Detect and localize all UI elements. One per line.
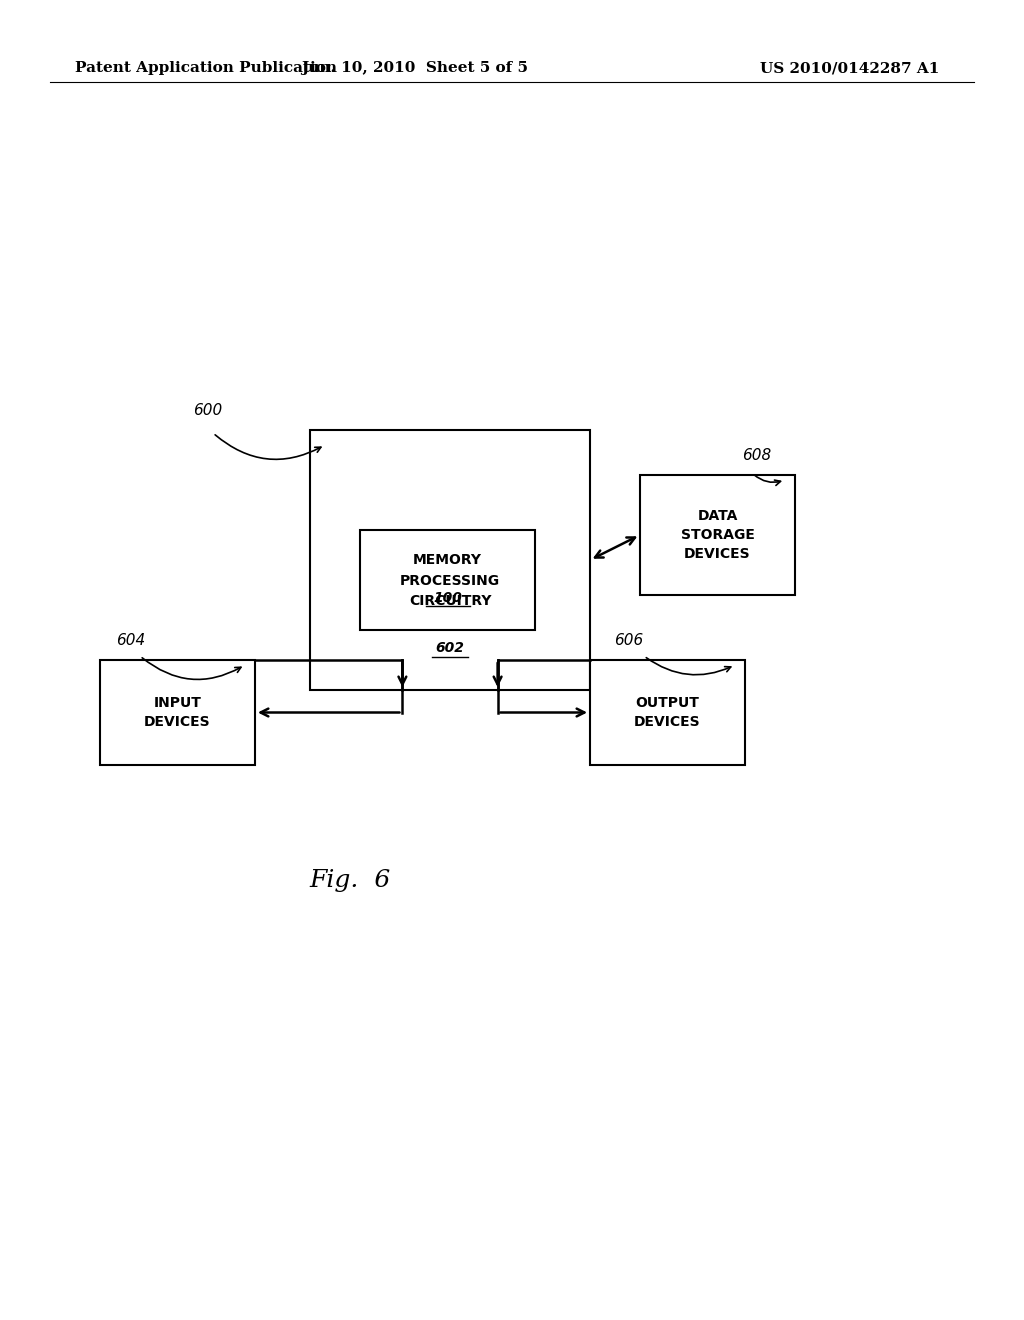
Text: Jun. 10, 2010  Sheet 5 of 5: Jun. 10, 2010 Sheet 5 of 5 (301, 61, 528, 75)
Text: Fig.  6: Fig. 6 (309, 869, 390, 891)
Bar (640, 475, 795, 595)
Text: MEMORY: MEMORY (413, 553, 482, 568)
Text: INPUT
DEVICES: INPUT DEVICES (144, 696, 211, 729)
Text: 608: 608 (742, 447, 771, 463)
Bar (310, 430, 590, 690)
Text: 606: 606 (614, 634, 643, 648)
Text: 604: 604 (116, 634, 145, 648)
Text: DATA
STORAGE
DEVICES: DATA STORAGE DEVICES (681, 508, 755, 561)
Bar (100, 660, 255, 766)
Text: PROCESSING
CIRCUITRY: PROCESSING CIRCUITRY (400, 574, 500, 609)
Text: Patent Application Publication: Patent Application Publication (75, 61, 337, 75)
Bar (360, 531, 535, 630)
Text: 602: 602 (435, 642, 465, 656)
Text: 600: 600 (193, 403, 222, 418)
Text: 100: 100 (433, 591, 462, 605)
Text: US 2010/0142287 A1: US 2010/0142287 A1 (760, 61, 939, 75)
Text: OUTPUT
DEVICES: OUTPUT DEVICES (634, 696, 700, 729)
Bar (590, 660, 745, 766)
